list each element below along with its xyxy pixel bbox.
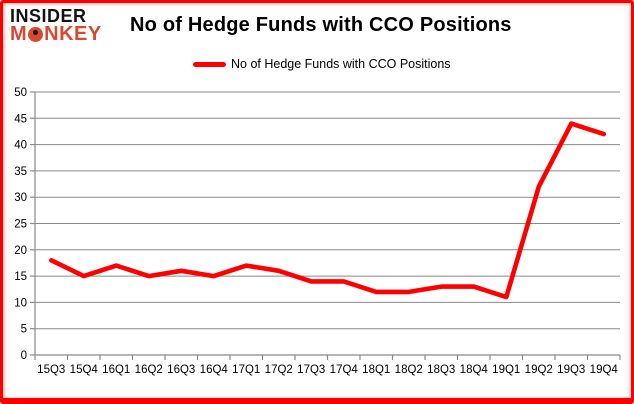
svg-text:30: 30 xyxy=(14,192,27,204)
axes-and-ticks xyxy=(30,91,621,360)
legend-line-swatch xyxy=(193,61,226,67)
svg-text:19Q3: 19Q3 xyxy=(557,364,585,376)
svg-text:45: 45 xyxy=(14,113,27,125)
gridlines xyxy=(35,91,620,330)
logo-text-insider: INSIDER xyxy=(10,6,87,26)
chart-plot-svg: 0 5 10 15 20 25 30 35 40 45 50 15Q3 15Q4 16Q1 16Q2 16Q3… xyxy=(14,87,621,376)
svg-text:0: 0 xyxy=(21,350,27,362)
svg-text:19Q1: 19Q1 xyxy=(492,364,520,376)
svg-text:17Q3: 17Q3 xyxy=(297,364,325,376)
svg-text:16Q3: 16Q3 xyxy=(167,364,195,376)
logo-text-monkey-m: M xyxy=(10,23,28,45)
svg-text:15Q3: 15Q3 xyxy=(37,364,65,376)
svg-text:19Q4: 19Q4 xyxy=(590,364,619,376)
svg-text:15: 15 xyxy=(14,271,27,283)
svg-text:18Q4: 18Q4 xyxy=(460,364,489,376)
svg-text:16Q2: 16Q2 xyxy=(135,364,163,376)
page-title: No of Hedge Funds with CCO Positions xyxy=(130,14,512,36)
svg-text:18Q3: 18Q3 xyxy=(427,364,455,376)
svg-text:18Q1: 18Q1 xyxy=(362,364,390,376)
svg-text:20: 20 xyxy=(14,245,27,257)
logo-text-monkey: M NKEY xyxy=(10,23,102,45)
legend: No of Hedge Funds with CCO Positions xyxy=(193,57,451,71)
y-axis-labels: 0 5 10 15 20 25 30 35 40 45 50 xyxy=(14,87,27,362)
svg-text:17Q4: 17Q4 xyxy=(330,364,359,376)
svg-text:25: 25 xyxy=(14,219,27,231)
svg-text:16Q4: 16Q4 xyxy=(200,364,229,376)
svg-text:40: 40 xyxy=(14,140,27,152)
insider-monkey-logo: INSIDER M NKEY xyxy=(10,6,102,45)
svg-text:18Q2: 18Q2 xyxy=(395,364,423,376)
legend-label: No of Hedge Funds with CCO Positions xyxy=(231,57,451,71)
svg-text:19Q2: 19Q2 xyxy=(525,364,553,376)
x-axis-labels: 15Q3 15Q4 16Q1 16Q2 16Q3 16Q4 17Q1 17Q2 17Q3 17Q4… xyxy=(37,364,618,376)
svg-text:50: 50 xyxy=(14,87,27,99)
svg-text:17Q2: 17Q2 xyxy=(265,364,293,376)
svg-text:17Q1: 17Q1 xyxy=(232,364,260,376)
svg-text:35: 35 xyxy=(14,166,27,178)
line-chart: 0 5 10 15 20 25 30 35 40 45 50 15Q3 15Q4 16Q1 16Q2 16Q3… xyxy=(3,3,631,398)
monkey-face-icon xyxy=(28,27,44,42)
svg-text:5: 5 xyxy=(21,324,27,336)
data-line-series xyxy=(48,121,607,300)
logo-text-monkey-nkey: NKEY xyxy=(44,23,102,45)
svg-text:10: 10 xyxy=(14,297,27,309)
svg-text:16Q1: 16Q1 xyxy=(102,364,130,376)
svg-text:15Q4: 15Q4 xyxy=(70,364,99,376)
monkey-eye-icon xyxy=(33,30,39,35)
